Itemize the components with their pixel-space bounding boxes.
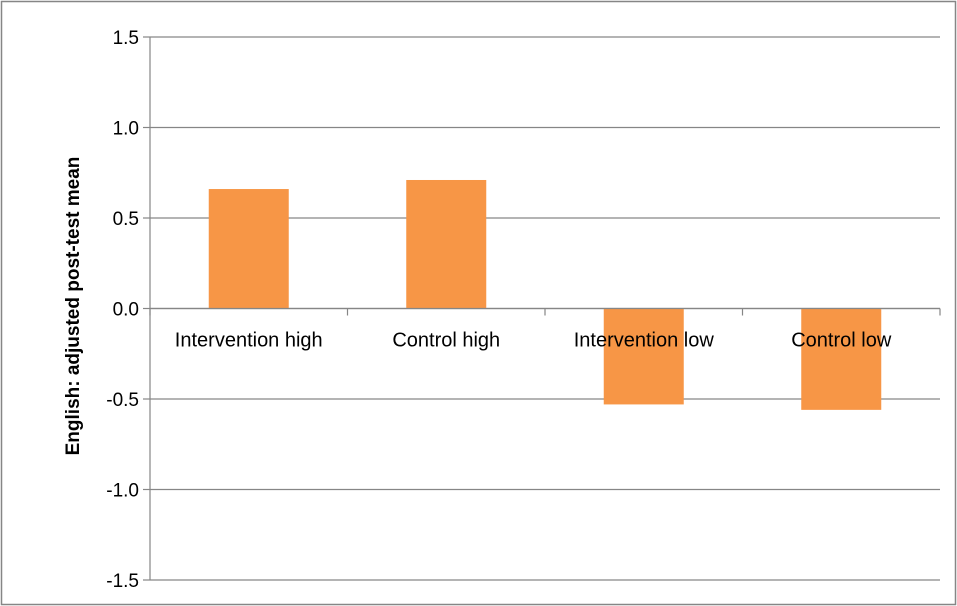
category-labels: Intervention high Control high Interventio…	[175, 330, 892, 352]
y-tick-label: 1.5	[113, 28, 139, 49]
bar-intervention-high	[208, 189, 289, 309]
y-tick-label: -1.5	[106, 571, 139, 592]
bars	[208, 179, 882, 410]
x-category-label: Control low	[791, 330, 892, 352]
y-tick-label: 0.5	[113, 209, 139, 230]
bar-control-high	[406, 179, 487, 309]
y-axis-title: English: adjusted post-test mean	[63, 157, 84, 456]
y-tick-label: -1.0	[106, 481, 139, 502]
y-tick-label: -0.5	[106, 390, 139, 411]
y-tick-label: 1.0	[113, 119, 139, 140]
x-category-label: Intervention low	[574, 330, 715, 352]
bar-intervention-low	[603, 308, 684, 405]
y-tick-labels: 1.5 1.0 0.5 0.0 -0.5 -1.0 -1.5	[106, 28, 139, 592]
x-category-label: Control high	[392, 330, 500, 352]
y-tick-label: 0.0	[113, 300, 139, 321]
bar-control-low	[801, 308, 882, 410]
axes	[149, 37, 941, 580]
x-category-label: Intervention high	[175, 330, 323, 352]
